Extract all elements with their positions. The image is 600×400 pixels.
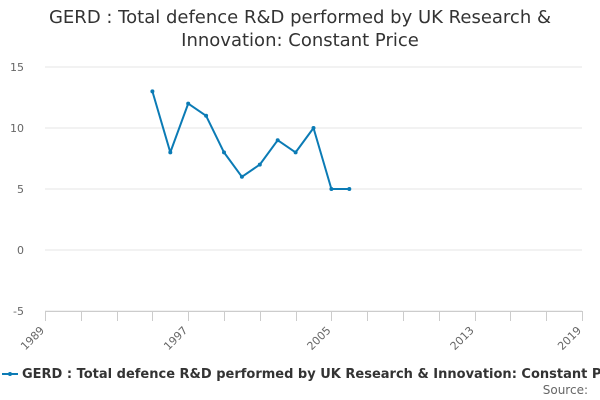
data-point[interactable] — [168, 150, 173, 155]
data-point[interactable] — [186, 101, 191, 106]
y-tick-label: 5 — [17, 183, 24, 196]
data-point[interactable] — [239, 174, 244, 179]
data-point[interactable] — [257, 162, 262, 167]
source-label: Source: — [542, 383, 588, 397]
data-point[interactable] — [150, 89, 155, 94]
legend-label: GERD : Total defence R&D performed by UK… — [22, 366, 600, 382]
x-tick-label: 2013 — [448, 324, 477, 353]
x-axis-tick-labels: 1989 1997 2005 2013 2019 — [18, 324, 584, 353]
data-point[interactable] — [222, 150, 226, 155]
y-tick-label: 0 — [17, 244, 24, 257]
legend-line-icon — [2, 367, 18, 381]
y-axis-tick-labels: 15 10 5 0 -5 — [10, 61, 24, 318]
x-axis — [45, 311, 583, 321]
y-tick-label: -5 — [13, 305, 24, 318]
y-tick-label: 10 — [10, 122, 24, 135]
data-point[interactable] — [347, 187, 352, 191]
x-tick-label: 1989 — [18, 324, 47, 353]
data-point[interactable] — [204, 113, 209, 118]
legend[interactable]: GERD : Total defence R&D performed by UK… — [2, 365, 600, 383]
gridlines — [45, 66, 582, 312]
data-point[interactable] — [275, 138, 280, 143]
data-point[interactable] — [329, 187, 334, 191]
x-tick-label: 2019 — [555, 324, 584, 353]
y-tick-label: 15 — [10, 61, 24, 74]
chart-title: GERD : Total defence R&D performed by UK… — [48, 7, 551, 51]
series-layer — [150, 89, 352, 191]
x-tick-label: 1997 — [161, 324, 190, 353]
data-point[interactable] — [293, 150, 298, 155]
data-point[interactable] — [311, 126, 316, 130]
x-tick-label: 2005 — [305, 324, 334, 353]
series-line — [151, 90, 351, 190]
